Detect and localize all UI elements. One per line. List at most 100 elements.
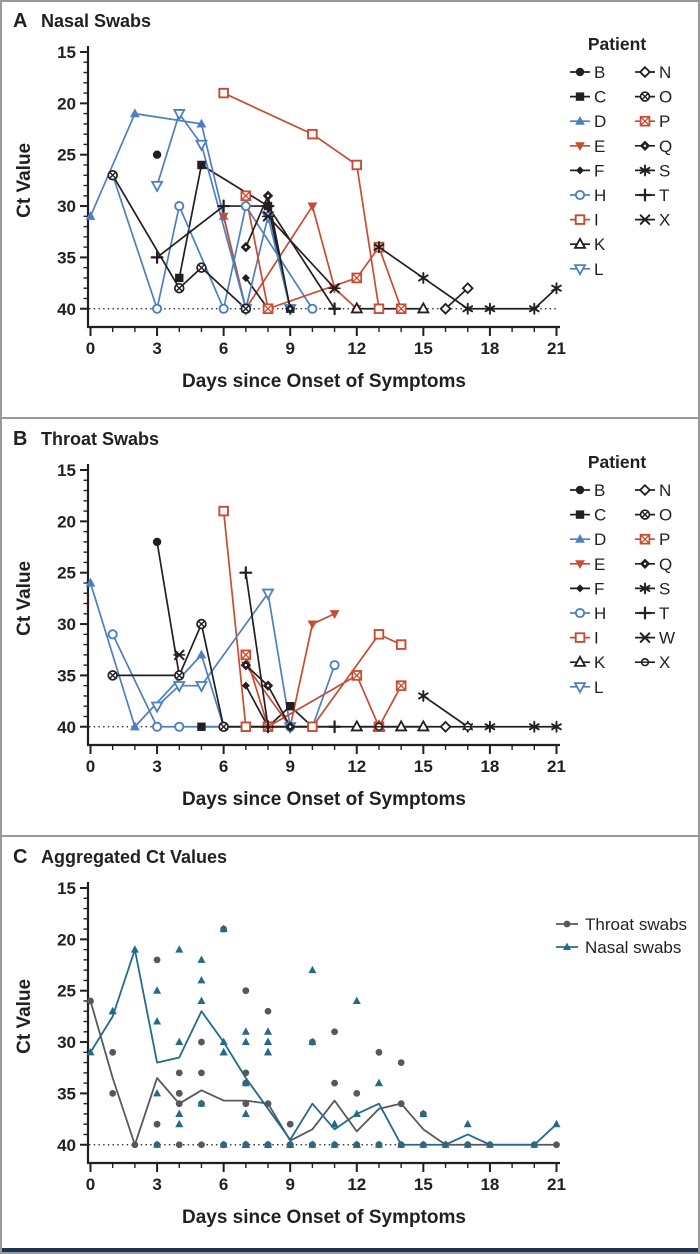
series-B-L-marker: [172, 681, 186, 693]
legend-label-P: P: [659, 530, 670, 549]
series-B-L-marker: [261, 588, 275, 601]
legend-label-O: O: [659, 88, 672, 107]
series-B-C-marker: [197, 722, 206, 731]
nasal-swab-point: [352, 1140, 361, 1148]
panel-C-title: Aggregated Ct Values: [41, 847, 227, 867]
nasal-swab-point: [153, 986, 162, 994]
series-B-L-marker: [150, 701, 164, 714]
series-B-O-marker: [107, 670, 118, 681]
series-B-X-marker: [372, 722, 386, 731]
nasal-swab-point: [552, 1119, 561, 1128]
series-B-K-marker: [350, 719, 364, 732]
y-axis-title: Ct Value: [14, 561, 35, 636]
legend-marker-H: [574, 607, 586, 619]
series-B-P-marker: [240, 649, 252, 661]
series-B-S-marker: [551, 720, 562, 733]
legend-marker-throat: [563, 920, 571, 928]
nasal-swab-point: [175, 1037, 184, 1046]
legend-label-N: N: [659, 481, 671, 500]
legend-marker-Q: [639, 558, 651, 569]
x-tick-label: 15: [414, 757, 433, 776]
series-B-N-marker: [439, 720, 452, 733]
series-A-E-marker: [218, 212, 229, 222]
nasal-swab-point: [330, 1140, 339, 1148]
legend-marker-D: [575, 534, 585, 543]
legend-label-O: O: [659, 506, 672, 525]
series-A-H-marker: [218, 303, 229, 314]
panel-C-scatter: [86, 924, 561, 1149]
x-tick-label: 6: [219, 339, 228, 358]
y-tick-label: 25: [57, 982, 76, 1001]
nasal-swab-point: [264, 1140, 273, 1148]
legend-label-C: C: [594, 88, 606, 107]
panel-A-title: Nasal Swabs: [41, 11, 151, 31]
y-tick-label: 15: [57, 43, 76, 62]
throat-swab-point: [397, 1100, 405, 1108]
throat-swab-point: [198, 1069, 205, 1077]
legend-marker-Q: [639, 140, 651, 151]
nasal-swab-point: [219, 1140, 228, 1148]
series-B-D-marker: [85, 577, 96, 587]
series-B-H-marker: [329, 660, 340, 671]
x-tick-label: 21: [547, 1175, 566, 1194]
legend-label-T: T: [659, 186, 669, 205]
series-B-O-marker: [174, 670, 185, 681]
throat-swab-point: [286, 1120, 294, 1128]
series-A-P-marker: [240, 190, 252, 202]
y-tick-label: 30: [57, 1033, 76, 1052]
nasal-swab-point: [264, 1027, 273, 1035]
legend-label: Nasal swabs: [585, 938, 681, 957]
nasal-swab-point: [197, 996, 206, 1004]
series-A-D-marker: [196, 118, 207, 128]
throat-swab-point: [264, 1100, 272, 1108]
series-A-S-marker: [418, 271, 429, 284]
x-tick-label: 9: [285, 1175, 294, 1194]
y-axis-title: Ct Value: [14, 143, 35, 218]
legend-marker-W: [638, 632, 652, 643]
y-tick-label: 20: [57, 94, 76, 113]
legend-label: Throat swabs: [585, 915, 687, 934]
throat-swab-point: [331, 1079, 338, 1087]
series-A-I-marker: [218, 87, 229, 99]
series-A-I-marker: [307, 128, 318, 140]
legend-marker-E: [575, 142, 585, 151]
y-tick-label: 30: [57, 615, 76, 634]
x-tick-label: 0: [86, 1175, 95, 1194]
x-tick-label: 12: [347, 757, 366, 776]
series-A-D-line: [89, 112, 247, 309]
x-axis-title: Days since Onset of Symptoms: [182, 371, 466, 392]
series-A-N-line: [444, 287, 469, 310]
nasal-swab-point: [241, 1109, 250, 1117]
nasal-swab-point: [419, 1140, 428, 1148]
throat-swab-point: [331, 1028, 338, 1036]
legend-label-F: F: [594, 579, 604, 598]
series-B-I-marker: [218, 505, 229, 517]
legend-label-X: X: [659, 211, 670, 230]
nasal-swab-point: [286, 1140, 295, 1148]
series-A-Q-marker: [240, 241, 252, 253]
series-A-T-marker: [261, 199, 275, 213]
series-A-L-marker: [172, 109, 186, 121]
nasal-swab-point: [463, 1140, 472, 1148]
x-tick-label: 15: [414, 339, 433, 358]
throat-swab-point: [175, 1141, 183, 1149]
legend-label-X: X: [659, 653, 670, 672]
series-B-S-marker: [528, 720, 540, 733]
series-A-H-marker: [174, 200, 185, 212]
series-A-S-marker: [373, 241, 385, 254]
series-B-D-marker: [129, 721, 140, 731]
x-tick-label: 3: [152, 339, 161, 358]
nasal-swab-point: [264, 1037, 273, 1046]
x-tick-label: 18: [480, 339, 499, 358]
nasal-swab-point: [175, 1109, 184, 1117]
series-B-B-marker: [152, 537, 162, 547]
series-A-P-marker: [395, 303, 407, 315]
mean-line-nasal: [89, 948, 558, 1146]
panel-C-axes: 15 20 25 30 35 40 0 3 6 9 12 15 18 21 Ct Value Days sin…: [13, 846, 566, 1228]
legend-marker-L: [573, 264, 587, 277]
legend-marker-C: [575, 510, 585, 519]
series-A-H-marker: [152, 303, 163, 314]
legend-marker-E: [575, 560, 585, 569]
panel-A-letter: A: [13, 10, 27, 32]
y-tick-label: 25: [57, 564, 76, 583]
